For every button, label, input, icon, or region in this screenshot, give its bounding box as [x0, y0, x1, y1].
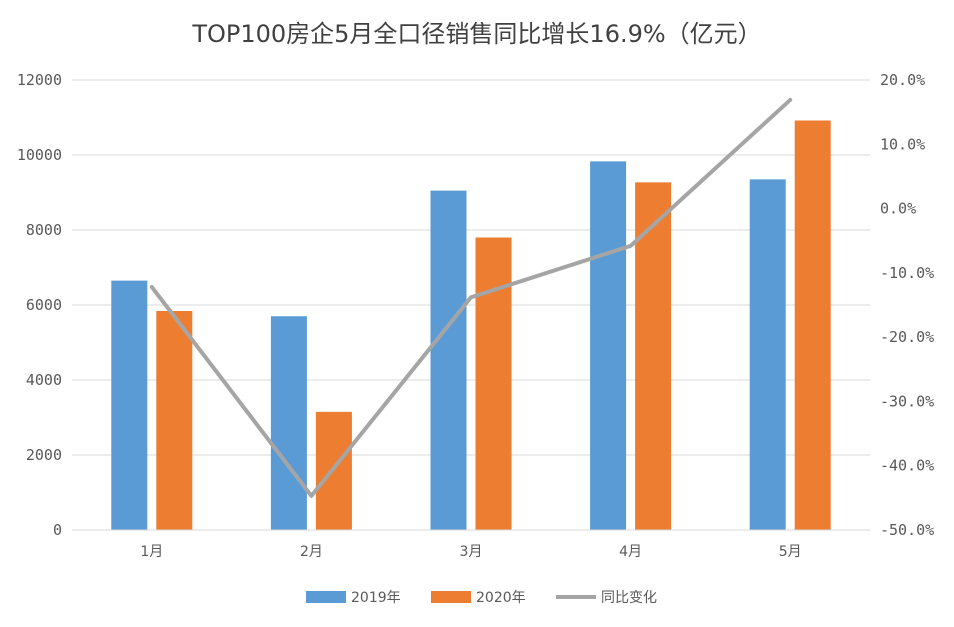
- bar-series: [111, 120, 831, 530]
- bar-2019年-3月: [430, 190, 467, 530]
- right-axis-tick-label: -50.0%: [880, 521, 934, 539]
- category-label: 2月: [300, 544, 323, 560]
- legend: 2019年 2020年 同比变化: [306, 590, 657, 606]
- bar-2020年-5月: [794, 120, 831, 530]
- right-axis-tick-label: -10.0%: [880, 264, 934, 282]
- category-label: 5月: [779, 544, 802, 560]
- gridlines: [72, 79, 870, 456]
- legend-label: 同比变化: [601, 590, 657, 606]
- right-axis-tick-label: -40.0%: [880, 457, 934, 475]
- left-axis-tick-label: 12000: [17, 71, 62, 89]
- left-axis-tick-label: 10000: [17, 146, 62, 164]
- category-label: 1月: [140, 544, 163, 560]
- bar-2019年-1月: [111, 280, 148, 530]
- line-同比变化: [149, 97, 793, 498]
- left-axis-tick-label: 0: [53, 521, 62, 539]
- chart-title: TOP100房企5月全口径销售同比增长16.9%（亿元）: [191, 20, 761, 48]
- left-axis-tick-label: 6000: [26, 296, 62, 314]
- bar-2019年-4月: [590, 161, 627, 530]
- bar-2019年-5月: [749, 179, 786, 530]
- right-axis-tick-label: -30.0%: [880, 392, 934, 410]
- legend-swatch: [306, 591, 346, 603]
- bar-2020年-1月: [156, 311, 193, 530]
- right-axis-tick-label: 10.0%: [880, 135, 925, 153]
- bar-2019年-2月: [270, 316, 307, 530]
- legend-label: 2019年: [351, 590, 401, 606]
- category-labels: 1月 2月 3月 4月 5月: [140, 544, 801, 560]
- right-axis: 20.0% 10.0% 0.0% -10.0% -20.0% -30.0% -40.0% -5…: [880, 71, 934, 539]
- left-axis: 0 2000 4000 6000 8000 10000 12000: [17, 71, 62, 539]
- left-axis-tick-label: 8000: [26, 221, 62, 239]
- bar-2020年-3月: [475, 237, 512, 530]
- category-label: 3月: [460, 544, 483, 560]
- category-label: 4月: [619, 544, 642, 560]
- right-axis-tick-label: 20.0%: [880, 71, 925, 89]
- legend-label: 2020年: [476, 590, 526, 606]
- left-axis-tick-label: 4000: [26, 371, 62, 389]
- legend-swatch: [431, 591, 471, 603]
- bar-2020年-4月: [635, 182, 672, 530]
- line-series: [149, 97, 793, 498]
- right-axis-tick-label: 0.0%: [880, 200, 916, 218]
- left-axis-tick-label: 2000: [26, 446, 62, 464]
- right-axis-tick-label: -20.0%: [880, 328, 934, 346]
